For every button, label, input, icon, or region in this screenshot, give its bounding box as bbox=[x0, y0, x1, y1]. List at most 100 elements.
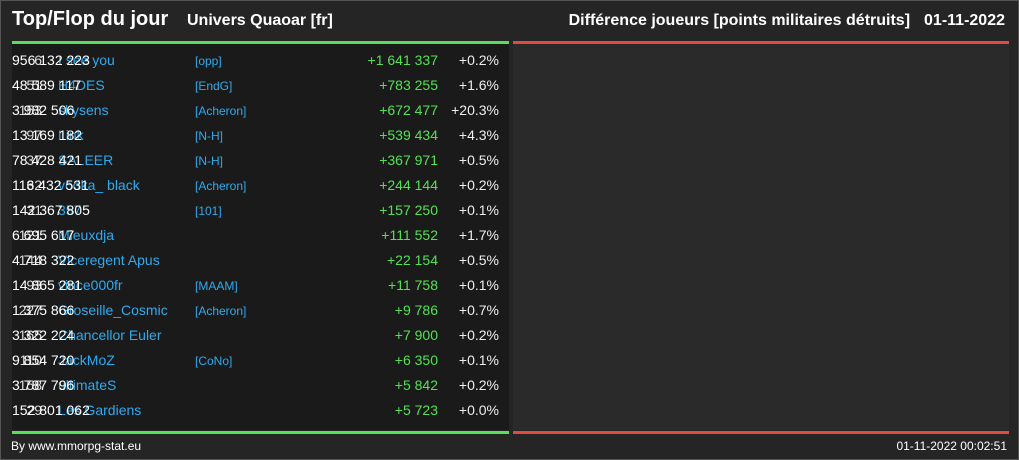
player-points: 1 375 866 bbox=[12, 302, 75, 318]
points-difference: +5 723 bbox=[394, 402, 438, 418]
table-row: 227 Groseille_Cosmic [Acheron] 1 375 866 +9 … bbox=[12, 298, 509, 323]
player-name-link[interactable]: Groseille_Cosmic bbox=[58, 302, 168, 318]
player-name-link[interactable]: I see you bbox=[58, 52, 115, 68]
player-name-link[interactable]: Link bbox=[58, 127, 84, 143]
player-name-link[interactable]: H4DES bbox=[58, 77, 105, 93]
player-rank: 29 bbox=[26, 402, 42, 418]
percent-change: +1.7% bbox=[458, 227, 499, 243]
player-rank: 153 bbox=[18, 102, 42, 118]
flop-players-table bbox=[513, 44, 1009, 430]
player-name-link[interactable]: skysens bbox=[58, 102, 109, 118]
table-row: 110 JackMoZ [CoNo] 9 854 720 +6 350 +0.1% bbox=[12, 348, 509, 373]
bottom-divider-green bbox=[12, 431, 509, 434]
player-points: 152 801 062 bbox=[12, 402, 90, 418]
player-points: 4 718 322 bbox=[12, 252, 75, 268]
player-rank: 32 bbox=[26, 177, 42, 193]
alliance-tag-link[interactable]: [N-H] bbox=[195, 154, 223, 168]
points-difference: +7 900 bbox=[394, 327, 438, 343]
player-rank: 6 bbox=[34, 52, 42, 68]
player-name-link[interactable]: Les Gardiens bbox=[58, 402, 142, 418]
percent-change: +20.3% bbox=[451, 102, 499, 118]
player-name-link[interactable]: vodka_ black bbox=[58, 177, 140, 193]
player-rank: 51 bbox=[26, 77, 42, 93]
timestamp: 01-11-2022 00:02:51 bbox=[896, 439, 1007, 453]
player-rank: 121 bbox=[18, 227, 42, 243]
player-points: 956 132 223 bbox=[12, 52, 90, 68]
points-difference: +5 842 bbox=[394, 377, 438, 393]
table-row: 158 ultimateS 3 787 796 +5 842 +0.2% bbox=[12, 373, 509, 398]
player-rank: 144 bbox=[18, 252, 42, 268]
player-rank: 93 bbox=[26, 277, 42, 293]
player-points: 13 169 182 bbox=[12, 127, 83, 143]
percent-change: +0.2% bbox=[458, 377, 499, 393]
player-name-link[interactable]: Mieuxdja bbox=[58, 227, 115, 243]
table-row: 97 Link [N-H] 13 169 182 +539 434 +4.3% bbox=[12, 123, 509, 148]
table-row: 37 SALEER [N-H] 78 428 421 +367 971 +0.5% bbox=[12, 148, 509, 173]
alliance-tag-link[interactable]: [EndG] bbox=[195, 79, 233, 93]
player-rank: 165 bbox=[18, 327, 42, 343]
player-points: 3 982 506 bbox=[12, 102, 75, 118]
alliance-tag-link[interactable]: [opp] bbox=[195, 54, 222, 68]
player-points: 78 428 421 bbox=[12, 152, 83, 168]
table-row: 51 H4DES [EndG] 48 589 117 +783 255 +1.6% bbox=[12, 73, 509, 98]
table-row: 165 Chancellor Euler 3 322 224 +7 900 +0.2% bbox=[12, 323, 509, 348]
table-row: 121 Mieuxdja 6 695 617 +111 552 +1.7% bbox=[12, 223, 509, 248]
points-difference: +783 255 bbox=[379, 77, 438, 93]
player-points: 3 787 796 bbox=[12, 377, 75, 393]
alliance-tag-link[interactable]: [Acheron] bbox=[195, 104, 247, 118]
alliance-tag-link[interactable]: [Acheron] bbox=[195, 304, 247, 318]
alliance-tag-link[interactable]: [MAAM] bbox=[195, 279, 238, 293]
table-row: 93 vince000fr [MAAM] 14 865 281 +11 758 +0.1% bbox=[12, 273, 509, 298]
player-points: 14 865 281 bbox=[12, 277, 83, 293]
points-difference: +244 144 bbox=[379, 177, 438, 193]
credit-link[interactable]: By www.mmorpg-stat.eu bbox=[11, 439, 142, 453]
player-points: 6 695 617 bbox=[12, 227, 75, 243]
player-name-link[interactable]: Chancellor Euler bbox=[58, 327, 162, 343]
alliance-tag-link[interactable]: [N-H] bbox=[195, 129, 223, 143]
top-divider-green bbox=[12, 41, 509, 44]
percent-change: +0.5% bbox=[458, 152, 499, 168]
date-label: 01-11-2022 bbox=[924, 12, 1005, 29]
universe-label: Univers Quaoar [fr] bbox=[187, 12, 333, 29]
percent-change: +0.0% bbox=[458, 402, 499, 418]
player-name-link[interactable]: JackMoZ bbox=[58, 352, 115, 368]
table-row: 29 Les Gardiens 152 801 062 +5 723 +0.0% bbox=[12, 398, 509, 423]
percent-change: +0.1% bbox=[458, 277, 499, 293]
percent-change: +0.2% bbox=[458, 52, 499, 68]
player-name-link[interactable]: 357 bbox=[58, 202, 82, 218]
percent-change: +0.7% bbox=[458, 302, 499, 318]
player-rank: 227 bbox=[18, 302, 42, 318]
player-name-link[interactable]: Viceregent Apus bbox=[58, 252, 160, 268]
player-rank: 97 bbox=[26, 127, 42, 143]
points-difference: +157 250 bbox=[379, 202, 438, 218]
points-difference: +22 154 bbox=[387, 252, 438, 268]
points-difference: +11 758 bbox=[388, 277, 438, 293]
bottom-divider-red bbox=[513, 431, 1009, 434]
percent-change: +0.2% bbox=[458, 177, 499, 193]
player-name-link[interactable]: vince000fr bbox=[58, 277, 123, 293]
percent-change: +0.5% bbox=[458, 252, 499, 268]
table-row: 32 vodka_ black [Acheron] 116 432 531 +244 1… bbox=[12, 173, 509, 198]
table-row: 6 I see you [opp] 956 132 223 +1 641 337 +0.2… bbox=[12, 48, 509, 73]
percent-change: +1.6% bbox=[458, 77, 499, 93]
points-difference: +672 477 bbox=[379, 102, 438, 118]
points-difference: +367 971 bbox=[379, 152, 438, 168]
player-points: 142 367 805 bbox=[12, 202, 90, 218]
points-difference: +9 786 bbox=[394, 302, 438, 318]
page-title: Top/Flop du jour bbox=[12, 8, 169, 30]
player-name-link[interactable]: ultimateS bbox=[58, 377, 117, 393]
table-row: 31 357 [101] 142 367 805 +157 250 +0.1% bbox=[12, 198, 509, 223]
player-points: 116 432 531 bbox=[12, 177, 89, 193]
player-points: 9 854 720 bbox=[12, 352, 75, 368]
player-rank: 37 bbox=[26, 152, 42, 168]
alliance-tag-link[interactable]: [CoNo] bbox=[195, 354, 233, 368]
alliance-tag-link[interactable]: [101] bbox=[195, 204, 222, 218]
points-difference: +6 350 bbox=[394, 352, 438, 368]
percent-change: +0.2% bbox=[458, 327, 499, 343]
alliance-tag-link[interactable]: [Acheron] bbox=[195, 179, 247, 193]
percent-change: +4.3% bbox=[458, 127, 499, 143]
player-name-link[interactable]: SALEER bbox=[58, 152, 114, 168]
table-row: 153 skysens [Acheron] 3 982 506 +672 477 +20.… bbox=[12, 98, 509, 123]
top-divider-red bbox=[513, 41, 1009, 44]
